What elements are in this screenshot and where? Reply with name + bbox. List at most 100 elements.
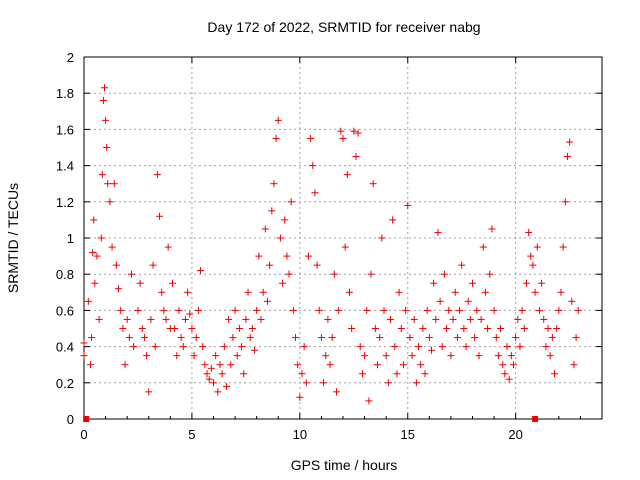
y-tick-label: 1.8 — [56, 86, 74, 101]
data-point — [456, 306, 464, 314]
data-point — [449, 315, 457, 323]
data-point — [326, 361, 334, 369]
data-point — [115, 285, 123, 293]
data-point — [361, 352, 369, 360]
data-point — [408, 352, 416, 360]
data-point — [451, 288, 459, 296]
data-point — [101, 84, 109, 92]
data-point — [108, 243, 116, 251]
data-point — [175, 306, 183, 314]
data-point — [171, 325, 179, 332]
data-point — [164, 243, 172, 251]
data-point — [445, 306, 453, 314]
data-point — [542, 343, 550, 351]
data-point — [412, 379, 420, 387]
data-point — [207, 364, 215, 372]
data-point — [201, 361, 209, 369]
data-point — [270, 180, 278, 188]
data-point — [99, 96, 107, 104]
data-point — [345, 288, 353, 296]
data-point — [123, 315, 131, 323]
data-point — [486, 270, 494, 278]
data-point — [477, 315, 485, 323]
data-point — [497, 325, 505, 332]
data-point — [112, 261, 120, 269]
data-point — [380, 306, 388, 314]
data-point — [369, 180, 377, 188]
data-point — [339, 134, 347, 142]
data-point — [393, 370, 401, 378]
data-point — [313, 261, 321, 269]
data-point — [324, 315, 332, 323]
data-point — [181, 315, 189, 323]
data-point — [104, 180, 112, 188]
data-point — [423, 306, 431, 314]
data-point — [384, 379, 392, 387]
data-point — [80, 339, 88, 347]
data-point — [432, 315, 440, 323]
data-point — [333, 388, 341, 396]
data-point — [162, 315, 170, 323]
data-point — [568, 297, 576, 305]
data-point — [563, 153, 571, 161]
zero-marker — [532, 416, 539, 422]
data-point — [229, 334, 237, 342]
data-point — [551, 370, 559, 378]
data-point — [415, 343, 423, 351]
data-point — [453, 334, 461, 342]
data-point — [514, 315, 522, 323]
data-point — [255, 252, 263, 260]
data-point — [302, 379, 310, 387]
data-point — [263, 297, 271, 305]
data-point — [231, 306, 239, 314]
data-point — [533, 243, 541, 251]
data-point — [127, 270, 135, 278]
data-point — [440, 270, 448, 278]
data-point — [382, 352, 390, 360]
data-point — [300, 343, 308, 351]
data-point — [285, 270, 293, 278]
data-point — [425, 334, 433, 342]
data-point — [268, 207, 276, 215]
data-point — [322, 352, 330, 360]
data-point — [527, 252, 535, 260]
data-point — [279, 279, 287, 287]
data-point — [436, 297, 444, 305]
data-point — [378, 234, 386, 242]
y-tick-label: 0.2 — [56, 376, 74, 391]
data-point — [186, 310, 194, 318]
data-point — [402, 306, 410, 314]
data-point — [227, 361, 235, 369]
data-point — [309, 162, 317, 170]
data-point — [235, 325, 243, 332]
x-tick-label: 20 — [508, 427, 522, 442]
data-point — [93, 252, 101, 260]
data-point — [97, 234, 105, 242]
data-point — [438, 343, 446, 351]
y-tick-label: 0.4 — [56, 340, 74, 355]
data-point — [494, 352, 502, 360]
axis-ticks: 0 5 10 15 20 0 0.2 0.4 0.6 0.8 1 1.2 1.4 1.6 1.8 2 — [56, 50, 602, 442]
chart-grid — [84, 57, 602, 419]
data-point — [143, 352, 151, 360]
data-point — [505, 375, 513, 383]
data-point — [427, 346, 435, 354]
data-point — [335, 306, 343, 314]
y-tick-label: 1.6 — [56, 122, 74, 137]
data-point — [406, 334, 414, 342]
data-points — [80, 84, 582, 422]
data-point — [266, 261, 274, 269]
data-point — [374, 361, 382, 369]
data-point — [153, 171, 161, 179]
data-point — [283, 252, 291, 260]
data-point — [557, 288, 565, 296]
data-point — [210, 379, 217, 387]
data-point — [214, 388, 222, 396]
data-point — [317, 334, 325, 342]
data-point — [367, 270, 375, 278]
data-point — [80, 352, 88, 360]
data-point — [570, 361, 578, 369]
data-point — [555, 306, 563, 314]
data-point — [168, 279, 176, 287]
data-point — [395, 288, 403, 296]
